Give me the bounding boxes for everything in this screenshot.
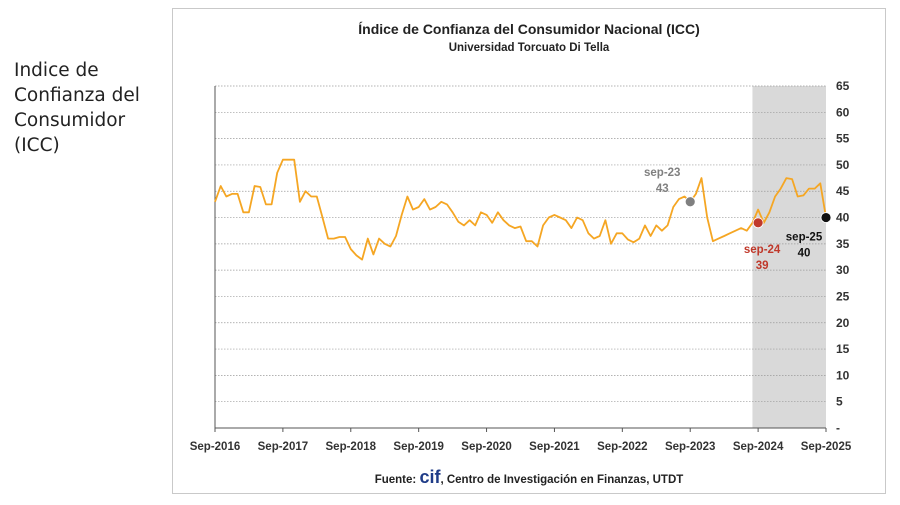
icc-series-line: [214, 158, 827, 261]
chart-source: Fuente: cif, Centro de Investigación en …: [173, 467, 885, 488]
chart-title: Índice de Confianza del Consumidor Nacio…: [358, 21, 700, 37]
x-tick-label: Sep-2019: [393, 441, 444, 453]
y-tick-label: 60: [836, 105, 850, 119]
y-tick-label: 35: [836, 237, 850, 251]
annotation-value: 43: [656, 183, 669, 195]
y-tick-label: 5: [836, 395, 843, 409]
icc-line-chart: - 5 10 15 20 25 30 35 40 45 50 55 60 65 Sep-2016 Sep-20…: [190, 79, 852, 453]
source-suffix: , Centro de Investigación en Finanzas, U…: [440, 474, 684, 486]
x-tick-label: Sep-2025: [801, 441, 852, 453]
y-tick-label: 15: [836, 342, 850, 356]
source-prefix: Fuente:: [374, 474, 417, 486]
x-tick-label: Sep-2021: [529, 441, 580, 453]
y-tick-label: 10: [836, 368, 850, 382]
shaded-period: [752, 86, 826, 428]
chart-frame: Índice de Confianza del Consumidor Nacio…: [172, 8, 886, 494]
annotation-label: sep-23: [644, 167, 680, 179]
x-tick-label: Sep-2018: [326, 441, 377, 453]
chart-subtitle: Universidad Torcuato Di Tella: [448, 42, 610, 54]
y-tick-label: 65: [836, 79, 850, 93]
annotation-label: sep-24: [744, 244, 781, 256]
x-tick-label: Sep-2020: [461, 441, 512, 453]
y-tick-label: 40: [836, 211, 850, 225]
cif-logo: cif: [419, 467, 441, 487]
x-tick-label: Sep-2017: [258, 441, 309, 453]
annotation-label: sep-25: [786, 232, 823, 244]
point-sep-25: [820, 212, 832, 223]
y-tick-label: 45: [836, 184, 850, 198]
x-tick-label: Sep-2024: [733, 441, 784, 453]
x-tick-label: Sep-2022: [597, 441, 648, 453]
y-tick-label: -: [836, 421, 840, 435]
x-tick-label: Sep-2023: [665, 441, 716, 453]
point-sep-23: [684, 196, 696, 208]
annotation-value: 40: [798, 248, 811, 260]
x-tick-label: Sep-2016: [190, 441, 241, 453]
point-sep-24: [752, 217, 764, 229]
y-tick-label: 30: [836, 263, 850, 277]
annotation-value: 39: [756, 260, 769, 272]
y-tick-label: 20: [836, 316, 850, 330]
y-tick-label: 55: [836, 132, 850, 146]
side-label: Indice de Confianza del Consumidor (ICC): [14, 60, 140, 156]
y-tick-label: 50: [836, 158, 850, 172]
y-tick-label: 25: [836, 289, 850, 303]
